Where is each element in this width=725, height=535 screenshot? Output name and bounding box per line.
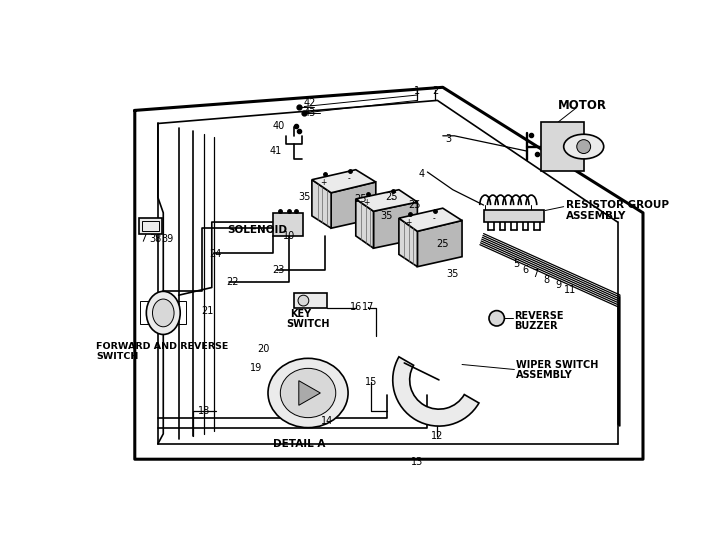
Text: 25: 25 bbox=[354, 194, 367, 204]
Text: 25: 25 bbox=[385, 193, 397, 202]
Polygon shape bbox=[312, 180, 331, 228]
Text: 2: 2 bbox=[432, 86, 438, 96]
Polygon shape bbox=[399, 218, 418, 267]
Text: 42: 42 bbox=[303, 98, 316, 108]
Text: 5: 5 bbox=[513, 259, 519, 270]
Ellipse shape bbox=[281, 369, 336, 418]
Circle shape bbox=[298, 295, 309, 306]
Text: 3: 3 bbox=[445, 134, 451, 144]
Text: WIPER SWITCH: WIPER SWITCH bbox=[516, 360, 598, 370]
Text: 15: 15 bbox=[365, 377, 378, 387]
Polygon shape bbox=[373, 202, 418, 248]
Text: 8: 8 bbox=[544, 275, 550, 285]
Text: -: - bbox=[348, 174, 351, 184]
Circle shape bbox=[489, 311, 505, 326]
Text: MOTOR: MOTOR bbox=[558, 98, 608, 111]
Polygon shape bbox=[399, 208, 462, 231]
Text: 9: 9 bbox=[555, 280, 561, 290]
Text: 16: 16 bbox=[349, 302, 362, 312]
Ellipse shape bbox=[268, 358, 348, 427]
Polygon shape bbox=[331, 182, 376, 228]
Text: 4: 4 bbox=[419, 169, 425, 179]
Text: RESISTOR GROUP: RESISTOR GROUP bbox=[566, 200, 669, 210]
Text: 17: 17 bbox=[362, 302, 374, 312]
Text: -: - bbox=[433, 215, 436, 224]
Ellipse shape bbox=[146, 292, 181, 334]
Bar bbox=[138, 218, 162, 234]
Ellipse shape bbox=[152, 299, 174, 327]
Text: 20: 20 bbox=[257, 344, 270, 354]
Text: 39: 39 bbox=[162, 234, 174, 244]
Ellipse shape bbox=[577, 140, 591, 154]
Bar bbox=[140, 301, 186, 324]
Text: 18: 18 bbox=[198, 406, 210, 416]
Text: ASSEMBLY: ASSEMBLY bbox=[516, 370, 573, 379]
Bar bbox=[141, 221, 159, 231]
Text: 21: 21 bbox=[202, 305, 214, 316]
Text: 25: 25 bbox=[436, 239, 449, 249]
Text: 24: 24 bbox=[210, 249, 222, 259]
Polygon shape bbox=[312, 170, 376, 193]
Text: 6: 6 bbox=[522, 265, 529, 275]
Text: DETAIL A: DETAIL A bbox=[273, 439, 326, 449]
Text: 35: 35 bbox=[381, 211, 393, 221]
Text: 12: 12 bbox=[431, 431, 444, 441]
Text: 19: 19 bbox=[249, 363, 262, 373]
Text: +: + bbox=[363, 197, 370, 207]
Polygon shape bbox=[356, 199, 373, 248]
Text: 14: 14 bbox=[321, 416, 334, 426]
Bar bbox=[273, 213, 302, 236]
Polygon shape bbox=[356, 190, 418, 211]
Text: 35: 35 bbox=[298, 193, 310, 202]
Text: 43: 43 bbox=[304, 108, 315, 118]
Text: 35: 35 bbox=[447, 270, 459, 279]
Text: 1: 1 bbox=[414, 86, 420, 96]
Text: 41: 41 bbox=[270, 146, 282, 156]
Bar bbox=[541, 122, 584, 171]
Polygon shape bbox=[418, 220, 462, 267]
Text: 23: 23 bbox=[273, 265, 285, 275]
Text: +: + bbox=[320, 178, 327, 187]
Text: 13: 13 bbox=[411, 457, 423, 467]
Text: 7: 7 bbox=[532, 270, 538, 279]
Text: -: - bbox=[391, 194, 393, 203]
Text: SWITCH: SWITCH bbox=[286, 319, 330, 330]
Text: 11: 11 bbox=[564, 285, 576, 295]
Bar bbox=[484, 210, 544, 222]
Text: 40: 40 bbox=[273, 121, 285, 131]
Wedge shape bbox=[393, 357, 479, 426]
Text: 10: 10 bbox=[283, 231, 295, 241]
Bar bbox=[294, 293, 326, 308]
Text: FORWARD AND REVERSE: FORWARD AND REVERSE bbox=[96, 342, 228, 351]
Text: 38: 38 bbox=[149, 234, 162, 244]
Text: 25: 25 bbox=[408, 200, 420, 210]
Text: REVERSE: REVERSE bbox=[515, 311, 564, 321]
Text: BUZZER: BUZZER bbox=[515, 321, 558, 331]
Polygon shape bbox=[299, 381, 320, 406]
Text: SWITCH: SWITCH bbox=[96, 353, 138, 361]
Text: KEY: KEY bbox=[290, 309, 312, 319]
Text: ASSEMBLY: ASSEMBLY bbox=[566, 211, 626, 221]
Ellipse shape bbox=[563, 134, 604, 159]
Text: SOLENOID: SOLENOID bbox=[227, 225, 287, 235]
Text: +: + bbox=[405, 218, 411, 226]
Text: 22: 22 bbox=[226, 277, 239, 287]
